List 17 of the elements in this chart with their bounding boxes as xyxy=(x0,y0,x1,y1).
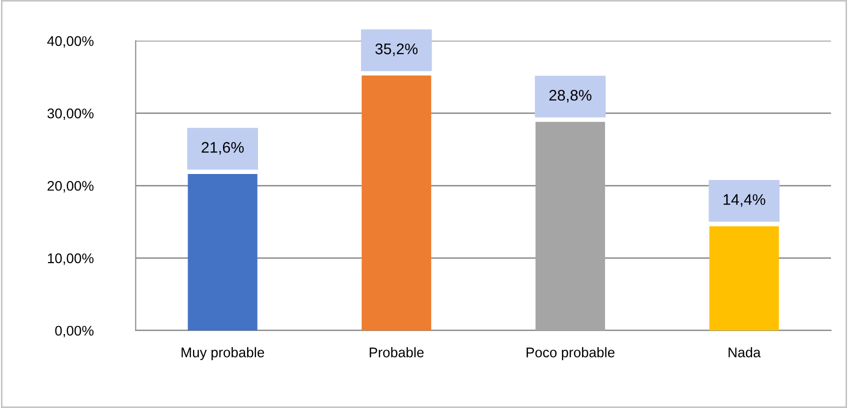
bar xyxy=(536,122,606,330)
y-tick-label: 0,00% xyxy=(55,326,94,338)
data-label: 28,8% xyxy=(549,90,592,102)
bar xyxy=(709,226,779,330)
y-tick-label: 40,00% xyxy=(47,36,94,48)
data-label: 35,2% xyxy=(375,43,418,56)
y-tick-label: 10,00% xyxy=(48,253,94,265)
bar xyxy=(362,76,432,330)
x-tick-label: Nada xyxy=(728,347,761,358)
data-label: 21,6% xyxy=(202,142,244,155)
y-tick-label: 20,00% xyxy=(48,180,94,192)
y-tick-label: 30,00% xyxy=(47,108,94,120)
bar xyxy=(188,174,258,330)
data-label: 14,4% xyxy=(724,194,766,207)
x-tick-label: Poco probable xyxy=(526,347,614,360)
x-tick-label: Probable xyxy=(370,347,424,358)
x-tick-label: Muy probable xyxy=(182,347,264,360)
